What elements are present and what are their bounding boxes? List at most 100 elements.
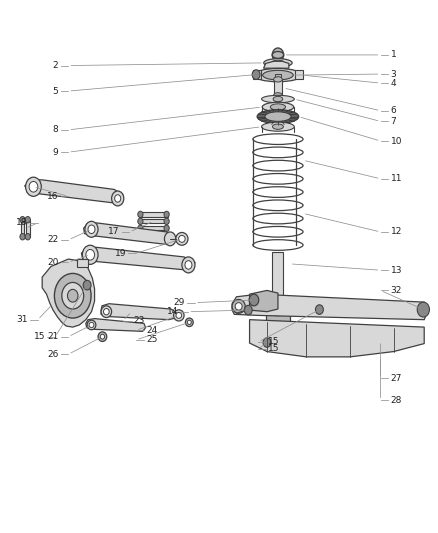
Polygon shape	[232, 294, 426, 320]
Polygon shape	[81, 247, 195, 270]
Circle shape	[82, 245, 98, 264]
Text: 9: 9	[53, 148, 58, 157]
Circle shape	[62, 282, 84, 309]
Text: 20: 20	[47, 258, 58, 266]
Text: 5: 5	[53, 86, 58, 95]
Bar	[77, 259, 88, 266]
Bar	[21, 220, 24, 237]
Ellipse shape	[421, 307, 426, 312]
Ellipse shape	[420, 305, 427, 314]
Ellipse shape	[261, 122, 294, 131]
Ellipse shape	[98, 332, 107, 342]
Text: 17: 17	[108, 228, 120, 237]
Text: 7: 7	[391, 117, 396, 126]
Circle shape	[138, 225, 143, 231]
Circle shape	[115, 195, 121, 202]
Text: 14: 14	[167, 307, 178, 316]
Ellipse shape	[274, 77, 283, 82]
Polygon shape	[84, 223, 175, 244]
Text: 4: 4	[391, 78, 396, 87]
Bar	[274, 79, 283, 95]
Ellipse shape	[262, 102, 293, 112]
Circle shape	[164, 225, 169, 231]
Circle shape	[25, 177, 41, 196]
Circle shape	[112, 191, 124, 206]
Ellipse shape	[273, 96, 283, 102]
Text: 29: 29	[173, 298, 185, 307]
Text: 23: 23	[133, 316, 145, 325]
Ellipse shape	[263, 70, 293, 80]
Text: 15: 15	[34, 332, 45, 341]
Text: 27: 27	[391, 374, 402, 383]
Text: 18: 18	[16, 219, 28, 228]
Circle shape	[25, 233, 30, 240]
Bar	[275, 74, 281, 82]
Ellipse shape	[257, 110, 299, 124]
Text: 11: 11	[391, 174, 402, 183]
Ellipse shape	[100, 334, 105, 339]
Ellipse shape	[265, 112, 291, 122]
Text: 2: 2	[53, 61, 58, 70]
Ellipse shape	[101, 306, 112, 318]
Polygon shape	[250, 290, 278, 312]
Ellipse shape	[264, 59, 292, 67]
Text: 24: 24	[146, 326, 157, 335]
Circle shape	[20, 233, 25, 240]
Bar	[140, 226, 168, 230]
Circle shape	[185, 261, 192, 269]
Circle shape	[83, 280, 91, 290]
Bar	[272, 252, 283, 312]
Text: 16: 16	[47, 192, 58, 201]
Circle shape	[20, 216, 25, 223]
Text: 15: 15	[268, 344, 280, 353]
Text: 10: 10	[391, 136, 402, 146]
Ellipse shape	[87, 320, 96, 330]
Ellipse shape	[89, 322, 94, 328]
Bar	[26, 220, 29, 237]
Ellipse shape	[272, 60, 285, 66]
Circle shape	[86, 249, 95, 260]
Circle shape	[182, 257, 195, 273]
Ellipse shape	[235, 303, 242, 310]
Circle shape	[54, 273, 91, 318]
Bar	[266, 312, 290, 332]
Ellipse shape	[173, 310, 184, 321]
Ellipse shape	[179, 236, 185, 243]
Circle shape	[138, 218, 143, 224]
Polygon shape	[101, 304, 177, 320]
Ellipse shape	[185, 318, 193, 327]
Text: 12: 12	[391, 228, 402, 237]
Circle shape	[244, 305, 252, 315]
Ellipse shape	[266, 327, 290, 335]
Polygon shape	[25, 180, 123, 203]
Text: 28: 28	[391, 396, 402, 405]
Bar	[140, 219, 168, 223]
Circle shape	[164, 211, 169, 217]
Circle shape	[29, 181, 38, 192]
Ellipse shape	[232, 300, 245, 313]
Text: 19: 19	[114, 249, 126, 258]
Text: 3: 3	[391, 70, 396, 78]
Ellipse shape	[274, 93, 283, 98]
Text: 32: 32	[391, 286, 402, 295]
Text: 13: 13	[391, 266, 402, 274]
Bar	[294, 70, 303, 79]
Circle shape	[164, 218, 169, 224]
Text: 26: 26	[47, 350, 58, 359]
Text: 15: 15	[268, 337, 280, 346]
Circle shape	[249, 294, 259, 306]
Text: 6: 6	[391, 106, 396, 115]
Ellipse shape	[176, 312, 182, 318]
Ellipse shape	[103, 309, 109, 315]
Text: 31: 31	[16, 315, 28, 324]
Ellipse shape	[270, 104, 286, 110]
Polygon shape	[250, 320, 424, 357]
Circle shape	[88, 225, 95, 233]
Circle shape	[164, 232, 176, 246]
Ellipse shape	[266, 308, 290, 316]
Polygon shape	[42, 259, 95, 327]
Polygon shape	[264, 61, 289, 68]
Ellipse shape	[187, 320, 191, 325]
Polygon shape	[86, 319, 146, 332]
Ellipse shape	[176, 232, 188, 245]
